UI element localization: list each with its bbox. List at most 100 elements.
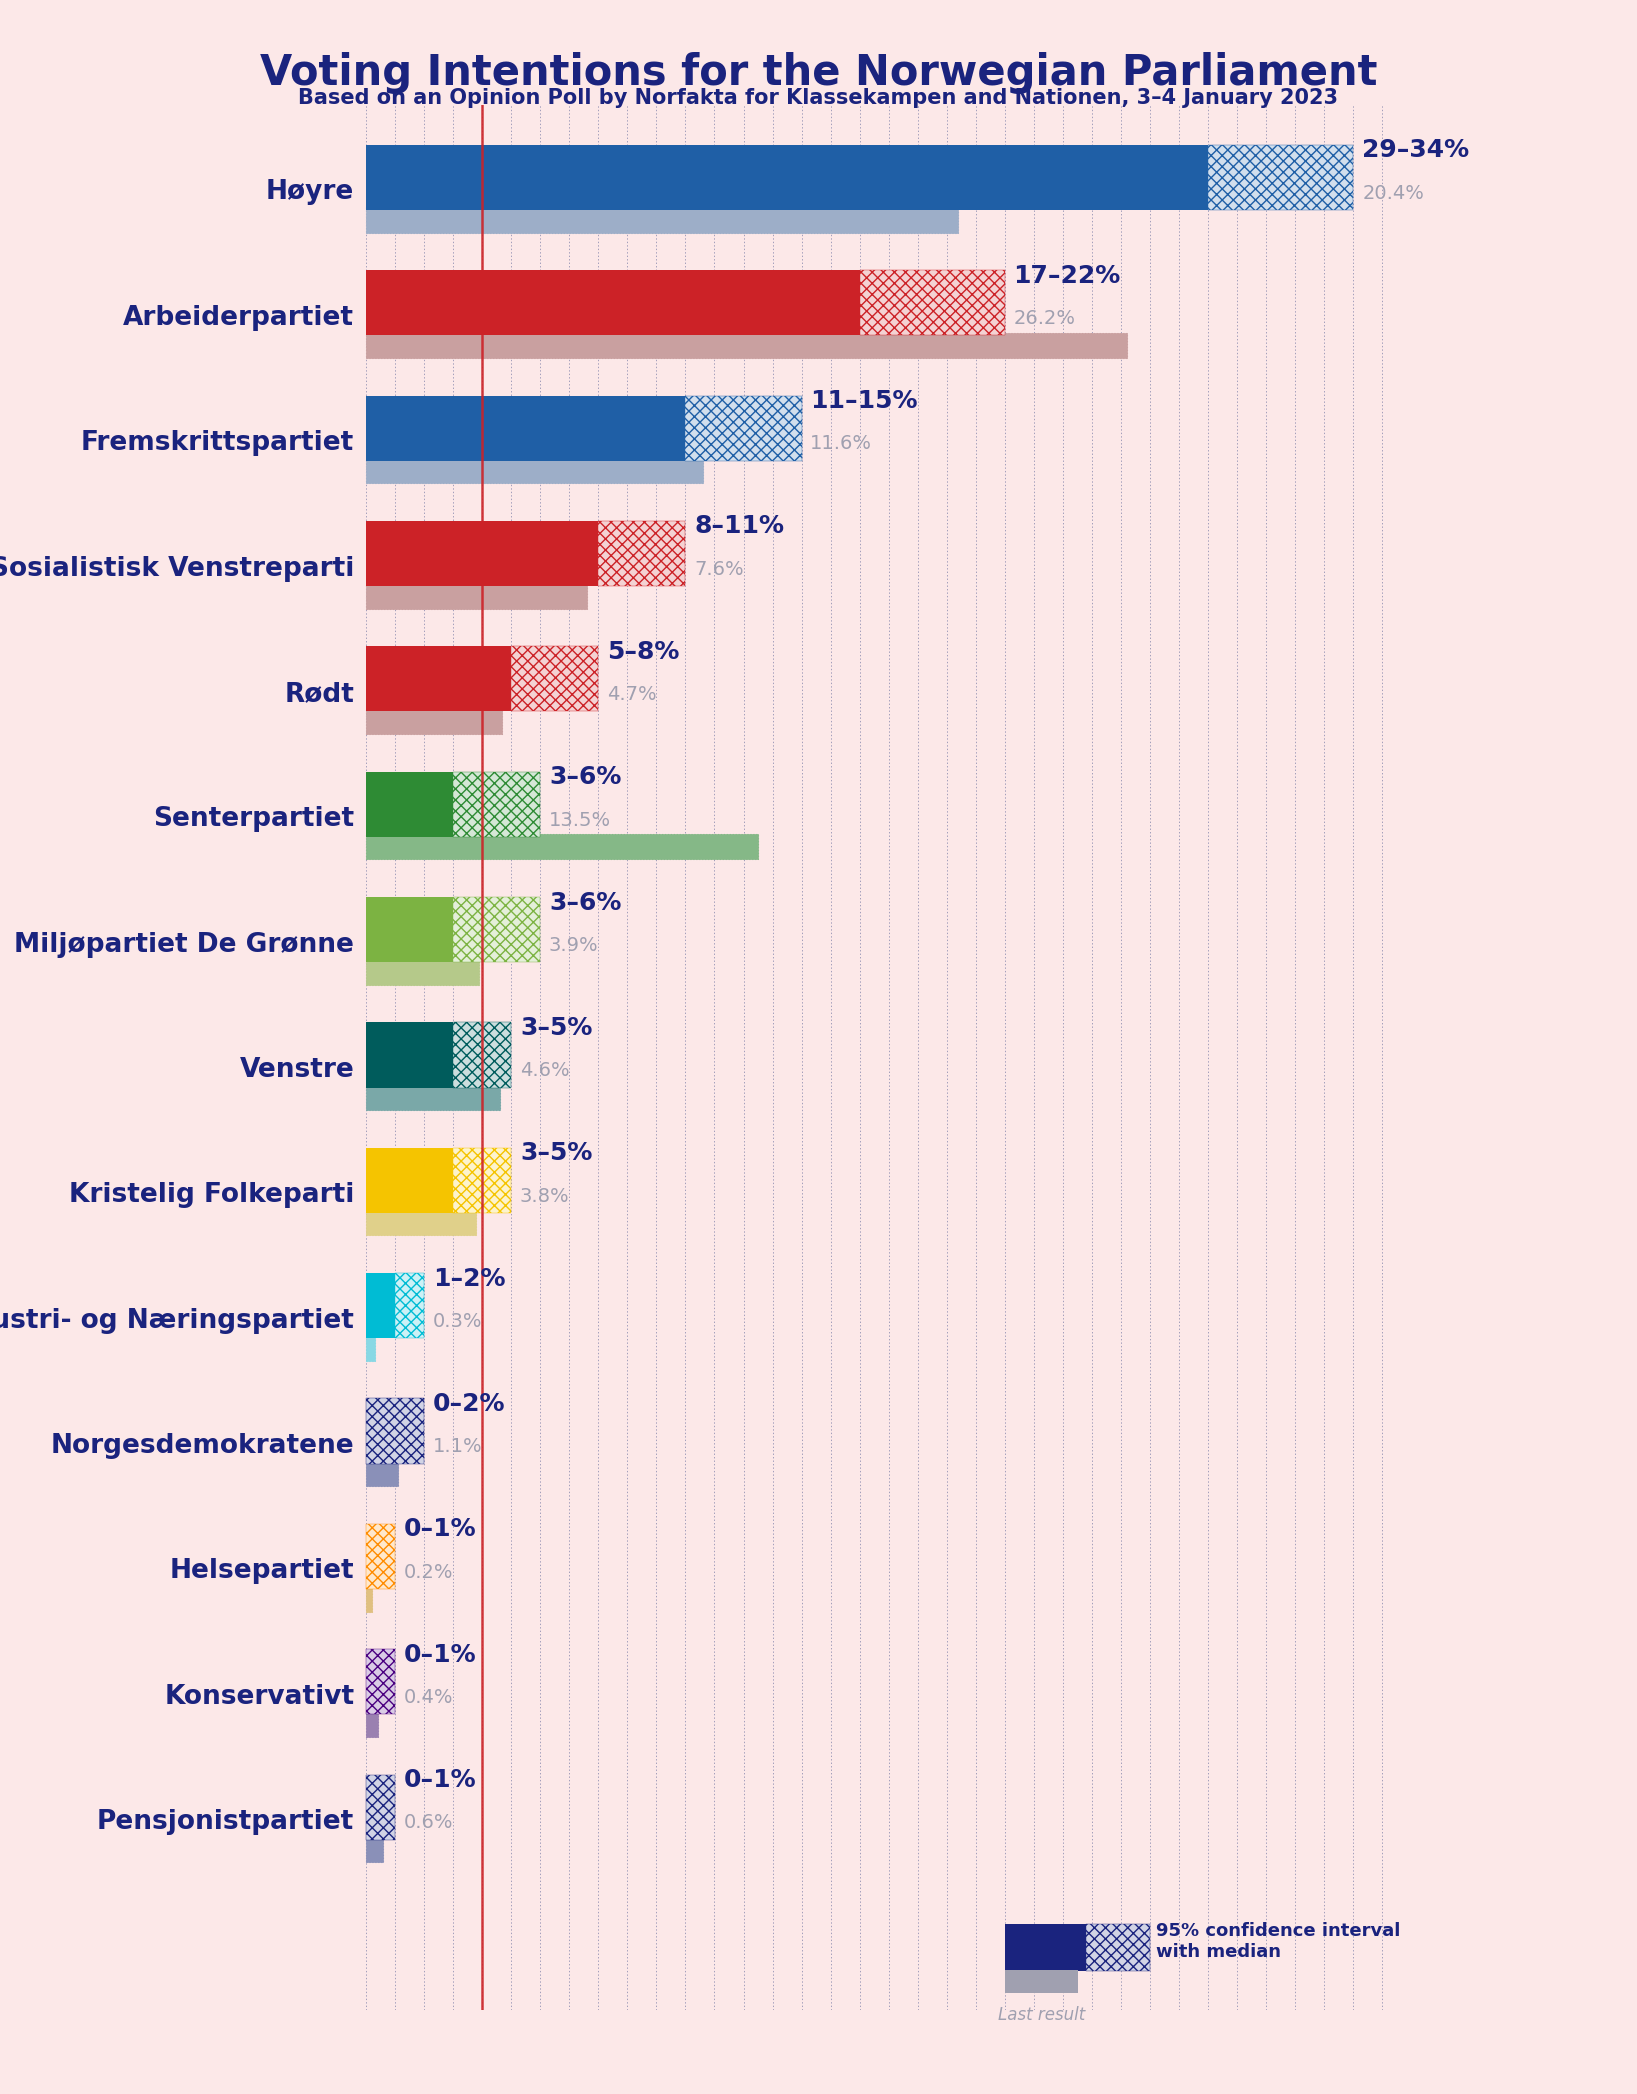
Text: Senterpartiet: Senterpartiet: [154, 806, 354, 831]
Bar: [453, 1022, 511, 1087]
Bar: [367, 1524, 395, 1589]
Bar: [367, 1713, 378, 1736]
Bar: [1087, 1924, 1151, 1970]
Text: Rødt: Rødt: [285, 681, 354, 708]
Bar: [367, 710, 503, 735]
Bar: [367, 1650, 395, 1715]
Bar: [367, 1148, 453, 1212]
Text: Pensjonistpartiet: Pensjonistpartiet: [97, 1809, 354, 1834]
Bar: [598, 521, 686, 586]
Bar: [453, 1022, 511, 1087]
Bar: [367, 333, 1126, 358]
Text: 3–5%: 3–5%: [521, 1141, 593, 1164]
Bar: [367, 207, 958, 232]
Text: 5–8%: 5–8%: [607, 641, 679, 664]
Text: Arbeiderpartiet: Arbeiderpartiet: [123, 306, 354, 331]
Bar: [367, 1524, 395, 1589]
Bar: [453, 773, 540, 838]
Bar: [395, 1273, 424, 1338]
Bar: [1005, 1970, 1077, 1993]
Bar: [367, 1774, 395, 1841]
Text: Høyre: Høyre: [267, 180, 354, 205]
Bar: [367, 1462, 398, 1487]
Bar: [367, 1650, 395, 1715]
Bar: [367, 1336, 375, 1361]
Text: 0.3%: 0.3%: [432, 1313, 483, 1332]
Bar: [686, 396, 802, 461]
Bar: [367, 1713, 378, 1736]
Bar: [598, 521, 686, 586]
Bar: [453, 896, 540, 963]
Text: 13.5%: 13.5%: [548, 810, 611, 829]
Bar: [367, 144, 1208, 209]
Text: 3.9%: 3.9%: [548, 936, 599, 955]
Bar: [367, 1587, 372, 1612]
Text: 8–11%: 8–11%: [694, 515, 784, 538]
Bar: [367, 1774, 395, 1841]
Text: 11.6%: 11.6%: [810, 433, 873, 454]
Bar: [367, 1462, 398, 1487]
Bar: [367, 833, 758, 859]
Bar: [367, 1273, 395, 1338]
Bar: [395, 1273, 424, 1338]
Bar: [367, 1399, 424, 1464]
Text: 0–1%: 0–1%: [404, 1518, 476, 1541]
Text: 17–22%: 17–22%: [1013, 264, 1121, 287]
Bar: [367, 1085, 499, 1110]
Text: 3–6%: 3–6%: [548, 890, 622, 915]
Bar: [367, 896, 453, 963]
Text: Last result: Last result: [997, 2006, 1085, 2025]
Bar: [453, 896, 540, 963]
Bar: [367, 1399, 424, 1464]
Bar: [367, 1587, 372, 1612]
Bar: [367, 1774, 395, 1841]
Text: 1–2%: 1–2%: [432, 1267, 506, 1290]
Bar: [511, 647, 598, 712]
Bar: [1087, 1924, 1151, 1970]
Bar: [453, 1022, 511, 1087]
Bar: [367, 207, 958, 232]
Text: Miljøpartiet De Grønne: Miljøpartiet De Grønne: [15, 932, 354, 957]
Bar: [1087, 1924, 1151, 1970]
Text: Helsepartiet: Helsepartiet: [170, 1558, 354, 1585]
Text: 20.4%: 20.4%: [1362, 184, 1424, 203]
Bar: [453, 1148, 511, 1212]
Text: 0.4%: 0.4%: [404, 1688, 453, 1707]
Text: 0.6%: 0.6%: [404, 1813, 453, 1832]
Bar: [367, 959, 480, 984]
Bar: [367, 584, 586, 609]
Bar: [859, 270, 1005, 335]
Bar: [511, 647, 598, 712]
Text: 4.6%: 4.6%: [521, 1062, 570, 1081]
Bar: [367, 1836, 383, 1862]
Text: 0.2%: 0.2%: [404, 1562, 453, 1581]
Text: 1.1%: 1.1%: [432, 1436, 483, 1455]
Bar: [453, 773, 540, 838]
Text: Konservativt: Konservativt: [164, 1684, 354, 1711]
Text: Based on an Opinion Poll by Norfakta for Klassekampen and Nationen, 3–4 January : Based on an Opinion Poll by Norfakta for…: [298, 88, 1339, 109]
Bar: [367, 1210, 476, 1235]
Bar: [367, 833, 758, 859]
Bar: [367, 1085, 499, 1110]
Bar: [453, 896, 540, 963]
Bar: [367, 396, 686, 461]
Bar: [1005, 1924, 1087, 1970]
Text: 0–2%: 0–2%: [432, 1393, 506, 1416]
Text: Fremskrittspartiet: Fremskrittspartiet: [82, 429, 354, 456]
Bar: [1208, 144, 1354, 209]
Bar: [395, 1273, 424, 1338]
Text: Kristelig Folkeparti: Kristelig Folkeparti: [69, 1183, 354, 1208]
Bar: [367, 1399, 424, 1464]
Bar: [367, 1836, 383, 1862]
Bar: [367, 584, 586, 609]
Text: 26.2%: 26.2%: [1013, 310, 1076, 329]
Text: Norgesdemokratene: Norgesdemokratene: [51, 1432, 354, 1460]
Bar: [367, 333, 1126, 358]
Text: Sosialistisk Venstreparti: Sosialistisk Venstreparti: [0, 555, 354, 582]
Bar: [453, 1148, 511, 1212]
Bar: [686, 396, 802, 461]
Text: 4.7%: 4.7%: [607, 685, 656, 704]
Bar: [367, 270, 859, 335]
Text: 7.6%: 7.6%: [694, 559, 743, 578]
Bar: [367, 1336, 375, 1361]
